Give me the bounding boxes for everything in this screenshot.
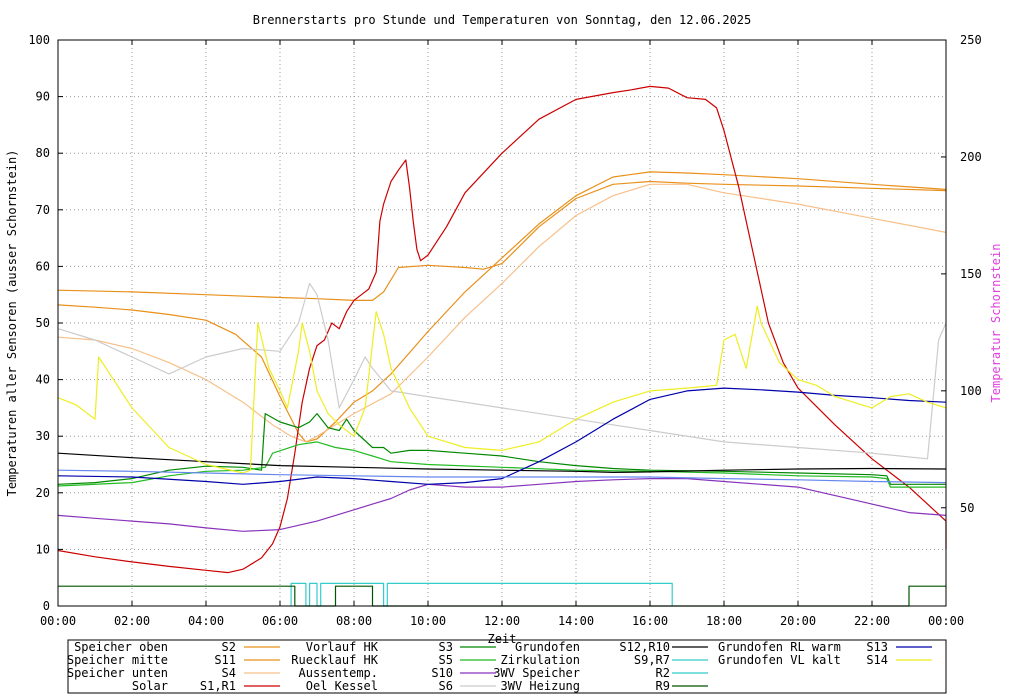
series-line-speicher-mitte — [57, 171, 947, 443]
legend-code: S14 — [866, 653, 888, 667]
y-tick-label: 10 — [36, 542, 50, 556]
legend-label: Aussentemp. — [299, 666, 378, 680]
series-line-solar — [57, 85, 947, 574]
legend-code: S11 — [214, 653, 236, 667]
legend-code: S9,R7 — [634, 653, 670, 667]
x-tick-label: 14:00 — [558, 614, 594, 628]
x-tick-label: 02:00 — [114, 614, 150, 628]
series-line-aussentemp- — [57, 478, 947, 532]
y-axis-label: Temperaturen aller Sensoren (ausser Scho… — [5, 150, 19, 497]
y-axis: 0 10 20 30 40 50 60 70 80 90 100 — [28, 33, 63, 613]
legend-code: S1,R1 — [200, 679, 236, 693]
legend-code: S3 — [439, 640, 453, 654]
x-tick-label: 08:00 — [336, 614, 372, 628]
legend-label: Grundofen RL warm — [718, 640, 841, 654]
y-tick-label: 60 — [36, 259, 50, 273]
legend-code: S2 — [222, 640, 236, 654]
series-line-grundofen-vl-kalt — [57, 305, 947, 474]
y2-tick-label: 250 — [960, 33, 982, 47]
legend-label: Zirkulation — [501, 653, 580, 667]
series-line-3wv-heizung — [58, 585, 946, 607]
legend-code: S13 — [866, 640, 888, 654]
x-tick-label: 06:00 — [262, 614, 298, 628]
y-tick-label: 50 — [36, 316, 50, 330]
y2-axis: 50 100 150 200 250 — [941, 33, 982, 515]
y-tick-label: 30 — [36, 429, 50, 443]
series-line-grundofen — [57, 452, 947, 473]
series-line-oel-kessel — [57, 282, 947, 460]
series-group — [57, 85, 947, 607]
legend-label: Speicher mitte — [67, 653, 168, 667]
legend: Speicher oben S2 Speicher mitte S11 Speicher… — [67, 640, 932, 693]
legend-code: S6 — [439, 679, 453, 693]
series-line-speicher-oben — [57, 180, 947, 301]
x-axis-label: Zeit — [488, 632, 517, 646]
legend-box — [67, 639, 947, 694]
legend-label: Solar — [132, 679, 168, 693]
y2-tick-label: 50 — [960, 501, 974, 515]
x-tick-label: 12:00 — [484, 614, 520, 628]
y-tick-label: 80 — [36, 146, 50, 160]
y-tick-label: 100 — [28, 33, 50, 47]
y2-tick-label: 100 — [960, 384, 982, 398]
legend-code: R9 — [656, 679, 670, 693]
y-tick-label: 0 — [43, 599, 50, 613]
y2-axis-label: Temperatur Schornstein — [989, 244, 1003, 403]
y-tick-label: 90 — [36, 90, 50, 104]
y2-tick-label: 150 — [960, 267, 982, 281]
chart-title: Brennerstarts pro Stunde und Temperature… — [253, 13, 752, 27]
legend-label: 3WV Speicher — [493, 666, 580, 680]
y-tick-label: 40 — [36, 373, 50, 387]
series-line-grundofen-rl-warm — [57, 387, 947, 485]
legend-label: 3WV Heizung — [501, 679, 580, 693]
legend-label: Grundofen VL kalt — [718, 653, 841, 667]
x-tick-label: 18:00 — [706, 614, 742, 628]
legend-label: Speicher oben — [74, 640, 168, 654]
x-axis: 00:00 02:00 04:00 06:00 08:00 10:00 12:00 14:00… — [40, 40, 964, 628]
series-line-speicher-unten — [57, 183, 947, 443]
x-tick-label: 22:00 — [854, 614, 890, 628]
x-tick-label: 04:00 — [188, 614, 224, 628]
legend-code: S5 — [439, 653, 453, 667]
y-tick-label: 70 — [36, 203, 50, 217]
legend-code: R2 — [656, 666, 670, 680]
legend-code: S12,R10 — [619, 640, 670, 654]
legend-label: Oel Kessel — [306, 679, 378, 693]
legend-code: S10 — [431, 666, 453, 680]
x-tick-label: 16:00 — [632, 614, 668, 628]
legend-label: Ruecklauf HK — [291, 653, 378, 667]
legend-label: Grundofen — [515, 640, 580, 654]
series-line-unlabeled — [57, 469, 947, 484]
x-tick-label: 00:00 — [928, 614, 964, 628]
x-tick-label: 10:00 — [410, 614, 446, 628]
y-tick-label: 20 — [36, 486, 50, 500]
x-tick-label: 20:00 — [780, 614, 816, 628]
legend-code: S4 — [222, 666, 236, 680]
legend-label: Vorlauf HK — [306, 640, 379, 654]
x-tick-label: 00:00 — [40, 614, 76, 628]
legend-label: Speicher unten — [67, 666, 168, 680]
y2-tick-label: 200 — [960, 150, 982, 164]
